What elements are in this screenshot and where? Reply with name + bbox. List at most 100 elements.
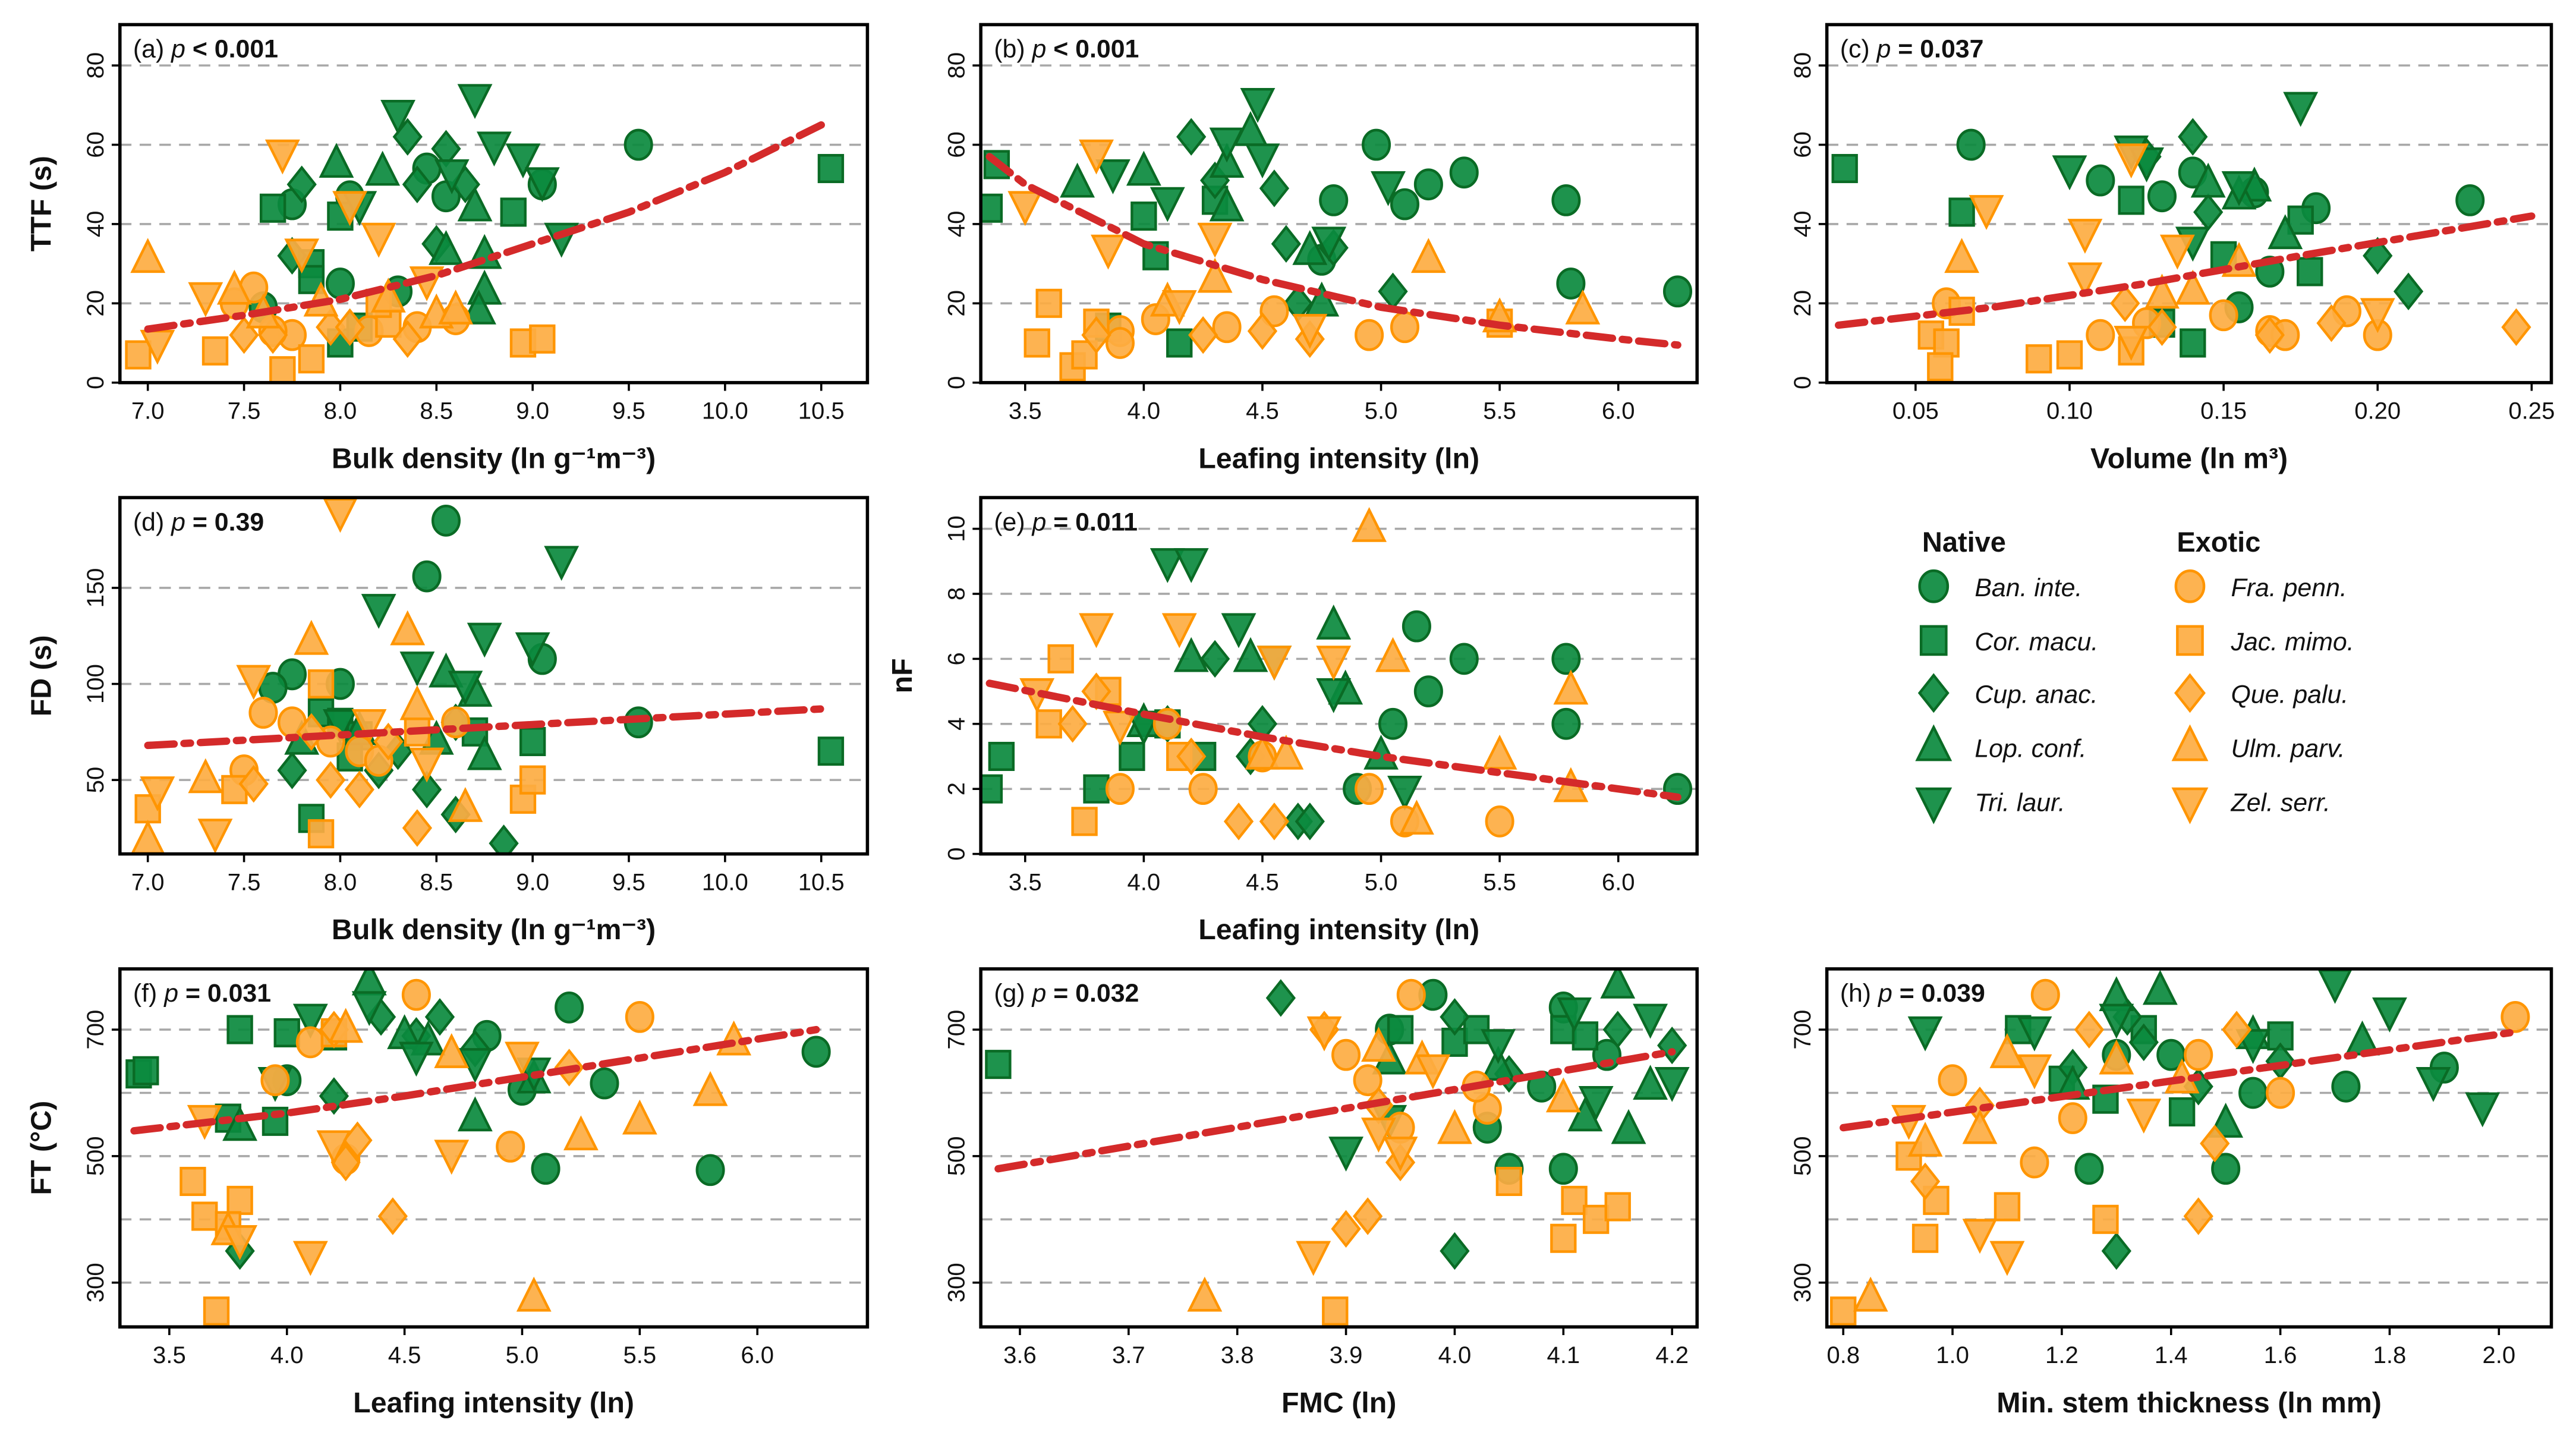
y-tick-label: 80	[943, 52, 969, 79]
x-tick-label: 4.0	[1128, 869, 1161, 895]
x-tick-label: 4.5	[1246, 869, 1279, 895]
data-point-fra	[2058, 1102, 2087, 1134]
x-tick-label: 7.0	[131, 398, 165, 424]
data-point-cor	[1130, 202, 1157, 231]
panel-h: 0.8 1.0 1.2 1.4 1.6 1.8 2.0 300 500 700 Min. stem …	[1790, 967, 2553, 1419]
data-point-que	[316, 761, 346, 799]
data-point-zel	[2126, 1099, 2162, 1134]
data-point-lop	[457, 1096, 493, 1132]
legend: Native Exotic Ban. inte. Cor. macu. Cup.…	[1915, 526, 2354, 824]
data-point-fra	[2086, 319, 2115, 351]
data-point-tri	[505, 143, 541, 179]
y-tick-label: 0	[943, 847, 969, 860]
data-point-ban	[590, 1067, 619, 1100]
data-point-jac	[1604, 1192, 1631, 1222]
legend-label: Ulm. parv.	[2231, 735, 2345, 763]
x-tick-label: 4.5	[1246, 398, 1279, 424]
data-point-tri	[1173, 548, 1209, 583]
data-point-fra	[1188, 773, 1218, 805]
data-point-ban	[412, 560, 442, 593]
data-point-ulm	[294, 619, 329, 655]
data-point-jac	[191, 1201, 218, 1231]
data-point-ban	[1551, 643, 1581, 675]
data-point-tri	[2317, 969, 2353, 1004]
plot-frame	[1825, 967, 2553, 1329]
data-point-ban	[1378, 707, 1408, 740]
y-tick-label: 8	[943, 587, 969, 600]
data-point-lop	[467, 269, 502, 305]
x-tick-label: 9.0	[516, 869, 549, 895]
legend-marker-zel	[2171, 787, 2209, 824]
data-point-cor	[226, 1015, 253, 1044]
data-point-lop	[319, 143, 354, 178]
data-point-que	[2221, 1011, 2252, 1049]
data-point-cup	[2363, 237, 2393, 275]
data-point-jac	[1024, 328, 1050, 358]
y-tick-label: 20	[1790, 290, 1816, 317]
data-point-cup	[1295, 802, 1325, 841]
data-point-que	[1081, 316, 1111, 354]
data-point-jac	[2056, 340, 2083, 370]
data-point-que	[2147, 308, 2177, 347]
data-point-ban	[1556, 267, 1586, 300]
data-point-fra	[248, 697, 278, 729]
data-point-cor	[259, 193, 286, 223]
trend-line	[1840, 1029, 2514, 1132]
data-point-tri	[2017, 1016, 2052, 1052]
x-axis-title: Leafing intensity (ln)	[1198, 914, 1479, 946]
data-point-lop	[2142, 970, 2178, 1005]
y-axis-title: FT (°C)	[26, 1101, 58, 1195]
y-tick-label: 500	[943, 1136, 969, 1176]
data-point-ulm	[516, 1276, 552, 1312]
data-point-que	[2183, 1197, 2213, 1235]
x-tick-label: 8.5	[420, 398, 453, 424]
data-point-cor	[133, 1056, 159, 1085]
legend-marker-cor	[1919, 625, 1948, 656]
data-point-tri	[1371, 171, 1406, 206]
x-tick-label: 5.5	[1483, 398, 1516, 424]
data-point-tri	[1633, 1003, 1668, 1039]
data-point-fra	[2209, 299, 2238, 332]
data-point-que	[377, 1197, 408, 1235]
data-point-jac	[1927, 352, 1954, 382]
data-point-zel	[409, 747, 445, 783]
data-point-fra	[1390, 311, 1419, 344]
x-tick-label: 1.0	[1936, 1342, 1969, 1368]
y-tick-label: 50	[83, 767, 109, 794]
data-point-zel	[1306, 1016, 1342, 1052]
x-tick-label: 3.7	[1112, 1342, 1145, 1368]
points	[981, 87, 1693, 382]
data-point-lop	[1233, 637, 1268, 672]
x-tick-label: 3.5	[153, 1342, 186, 1368]
data-point-lop	[1316, 605, 1352, 640]
data-point-ulm	[692, 1071, 728, 1106]
legend-label: Lop. conf.	[1974, 735, 2086, 763]
data-point-ban	[325, 267, 355, 300]
plot-frame	[118, 967, 870, 1329]
x-tick-label: 3.6	[1003, 1342, 1037, 1368]
data-point-ban	[1449, 156, 1479, 189]
data-point-cor	[1083, 774, 1110, 804]
y-tick-label: 700	[943, 1010, 969, 1050]
x-tick-label: 4.0	[270, 1342, 304, 1368]
panel-label: (f) p = 0.031	[133, 979, 271, 1008]
data-point-lop	[1600, 968, 1636, 999]
scatter-panels: 7.0 7.5 8.0 8.5 9.0 9.5 10.0 10.5020406080Bulk …	[26, 23, 2555, 1419]
legend-marker-que	[2174, 673, 2206, 713]
y-tick-label: 60	[83, 131, 109, 158]
data-point-cup	[402, 165, 433, 203]
data-point-jac	[2092, 1204, 2119, 1234]
x-tick-label: 3.9	[1330, 1342, 1363, 1368]
legend-marker-lop	[1915, 724, 1953, 761]
x-tick-label: 9.0	[516, 398, 549, 424]
legend-label: Cor. macu.	[1974, 628, 2098, 656]
x-tick-label: 7.5	[228, 869, 261, 895]
data-point-jac	[203, 1296, 230, 1326]
data-point-cor	[519, 726, 546, 757]
x-tick-label: 8.0	[324, 869, 357, 895]
data-point-que	[392, 320, 423, 358]
data-point-zel	[2017, 1054, 2052, 1090]
data-point-ulm	[434, 1033, 470, 1068]
data-point-que	[1057, 705, 1088, 743]
